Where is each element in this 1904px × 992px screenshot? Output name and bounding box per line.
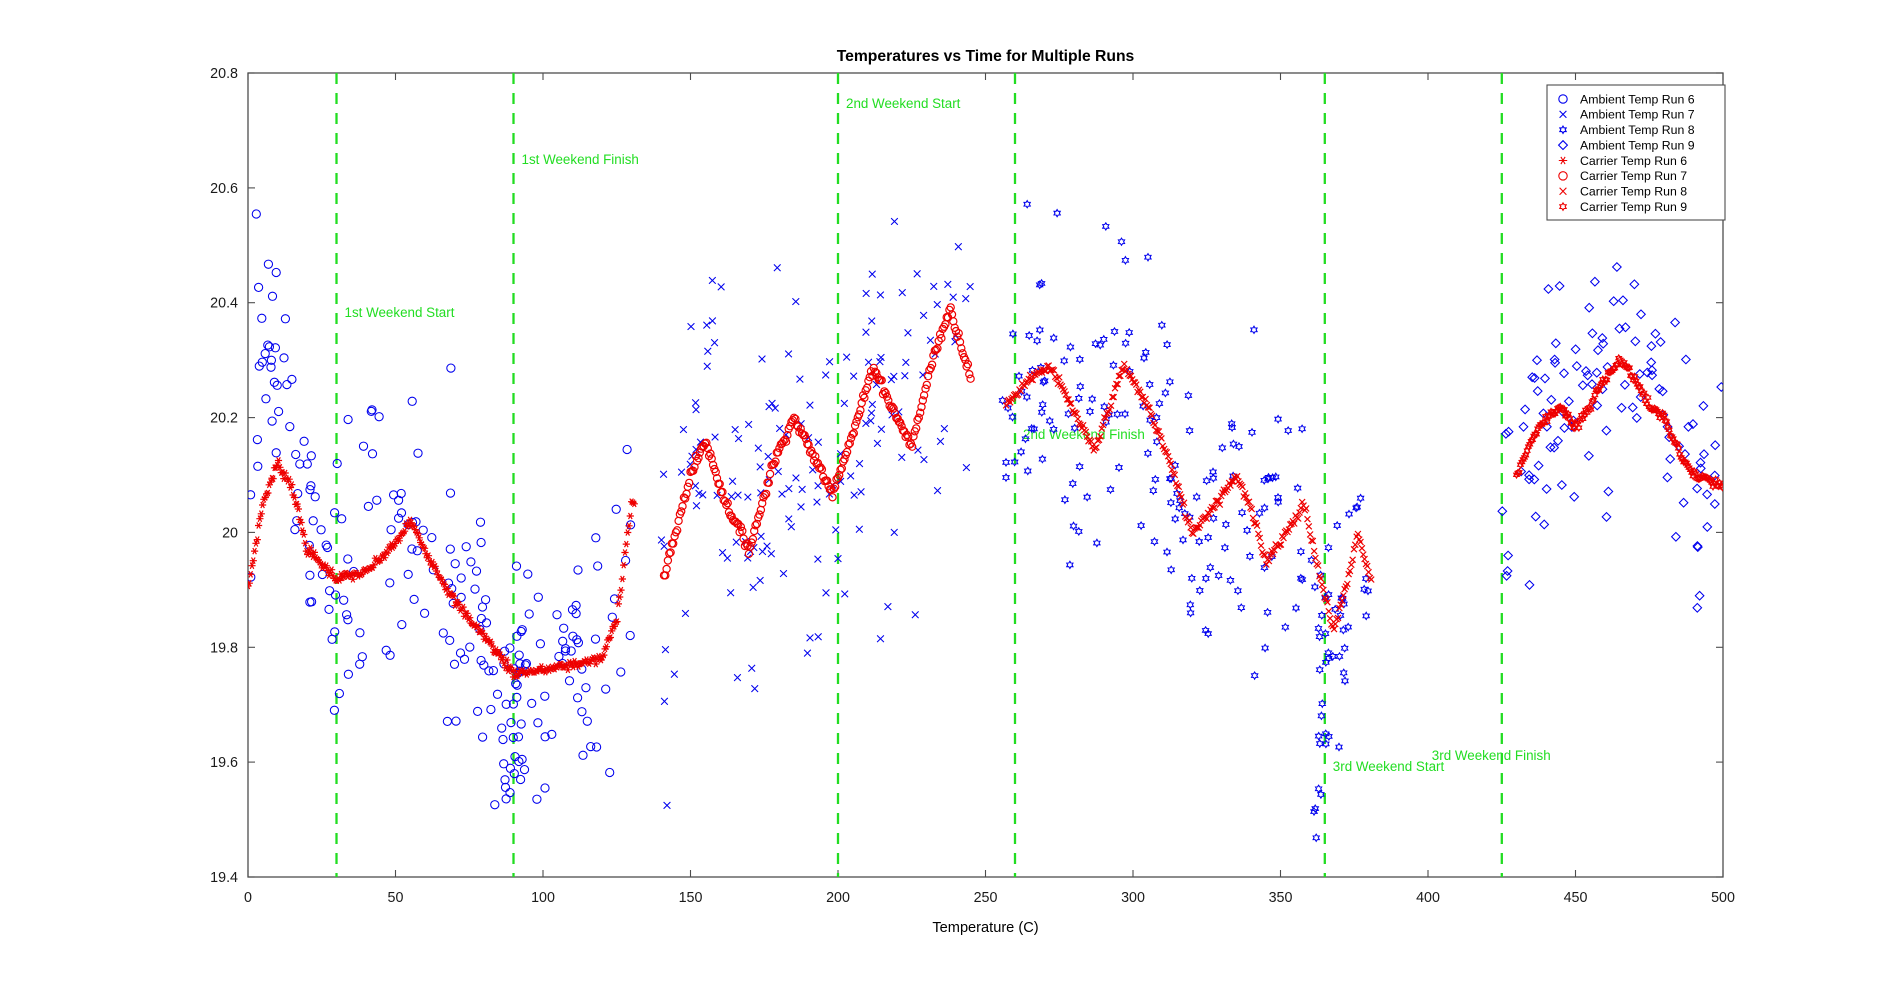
svg-text:0: 0	[244, 890, 252, 906]
svg-text:500: 500	[1711, 890, 1735, 906]
svg-text:20: 20	[222, 525, 238, 541]
svg-text:Carrier Temp Run 8: Carrier Temp Run 8	[1580, 185, 1687, 199]
svg-text:100: 100	[531, 890, 555, 906]
svg-text:19.4: 19.4	[210, 870, 238, 886]
svg-text:200: 200	[826, 890, 850, 906]
svg-text:19.6: 19.6	[210, 755, 238, 771]
svg-text:20.6: 20.6	[210, 181, 238, 197]
svg-text:3rd Weekend Start: 3rd Weekend Start	[1333, 759, 1445, 774]
svg-text:Temperatures vs Time for Multi: Temperatures vs Time for Multiple Runs	[837, 48, 1135, 65]
svg-text:Ambient Temp Run 9: Ambient Temp Run 9	[1580, 138, 1695, 152]
svg-text:Ambient Temp Run 8: Ambient Temp Run 8	[1580, 123, 1695, 137]
svg-text:350: 350	[1269, 890, 1293, 906]
svg-text:2nd Weekend Start: 2nd Weekend Start	[846, 96, 961, 111]
svg-text:Carrier Temp Run 7: Carrier Temp Run 7	[1580, 169, 1687, 183]
svg-text:20.2: 20.2	[210, 411, 238, 427]
svg-text:3rd Weekend Finish: 3rd Weekend Finish	[1432, 748, 1551, 763]
svg-text:Carrier Temp Run 9: Carrier Temp Run 9	[1580, 200, 1687, 214]
svg-text:Ambient Temp Run 6: Ambient Temp Run 6	[1580, 92, 1695, 106]
svg-text:1st Weekend Finish: 1st Weekend Finish	[522, 152, 639, 167]
svg-text:20.8: 20.8	[210, 66, 238, 82]
svg-text:150: 150	[679, 890, 703, 906]
svg-text:50: 50	[388, 890, 404, 906]
svg-text:19.8: 19.8	[210, 640, 238, 656]
svg-text:400: 400	[1416, 890, 1440, 906]
svg-text:Ambient Temp Run 7: Ambient Temp Run 7	[1580, 108, 1695, 122]
svg-text:Carrier Temp Run 6: Carrier Temp Run 6	[1580, 154, 1687, 168]
svg-text:300: 300	[1121, 890, 1145, 906]
svg-text:Temperature (C): Temperature (C)	[932, 920, 1038, 936]
svg-text:20.4: 20.4	[210, 296, 238, 312]
svg-text:250: 250	[974, 890, 998, 906]
svg-text:1st Weekend Start: 1st Weekend Start	[345, 305, 455, 320]
svg-text:450: 450	[1564, 890, 1588, 906]
